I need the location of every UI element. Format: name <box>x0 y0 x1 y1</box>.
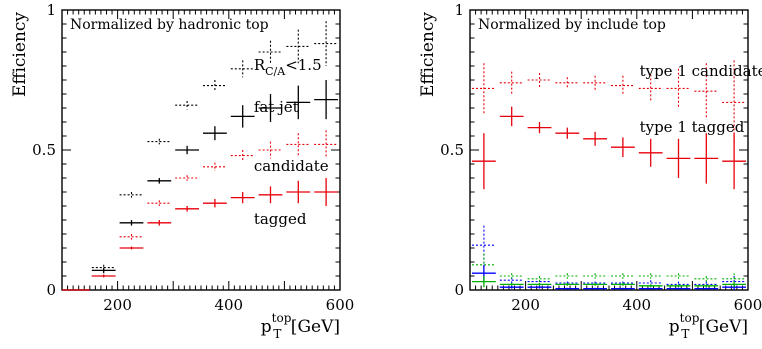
y-axis-title: Efficiency <box>418 12 438 97</box>
x-axis-title: ptop T [GeV] <box>669 311 748 341</box>
series-6 <box>472 276 746 288</box>
y-tick-label: 0.5 <box>440 141 464 159</box>
series-label: candidate <box>254 157 329 175</box>
chart-panel-2: 200 400 600 0 0.5 1 Efficiency ptop T [GeV] Norma… <box>418 1 762 341</box>
series-3 <box>472 225 746 288</box>
x-axis-title-sub: T <box>273 327 281 341</box>
x-axis-title-main: p <box>669 317 680 337</box>
x-tick-label: 400 <box>622 296 651 314</box>
x-tick-label: 600 <box>326 296 355 314</box>
x-tick-label: 400 <box>214 296 243 314</box>
series-2 <box>472 106 746 190</box>
panel-subtitle: Normalized by hadronic top <box>70 17 269 33</box>
x-tick-label: 200 <box>511 296 540 314</box>
y-tick-label: 0 <box>46 281 56 299</box>
series-label: type 1 candidate <box>640 62 762 80</box>
series-1 <box>472 60 746 145</box>
series-label: fat jet <box>254 98 299 116</box>
series-2 <box>62 80 338 291</box>
y-tick-label: 0.5 <box>32 141 56 159</box>
series-4 <box>62 178 338 291</box>
series-label-main: R <box>254 56 266 74</box>
x-axis-title-sup: top <box>680 311 700 325</box>
series-5 <box>472 264 746 290</box>
series-label-sub: C/A <box>265 65 286 78</box>
series-label: tagged <box>254 210 307 228</box>
series-label-rest: <1.5 <box>285 56 321 74</box>
x-axis-title-sup: top <box>272 311 292 325</box>
x-tick-label: 600 <box>734 296 762 314</box>
x-axis-title-main: p <box>261 317 272 337</box>
x-tick-label: 200 <box>103 296 132 314</box>
x-axis-title-unit: [GeV] <box>693 317 748 337</box>
x-axis-title-sub: T <box>681 327 689 341</box>
y-tick-label: 1 <box>454 1 464 19</box>
series-label: RC/A<1.5 <box>254 56 322 78</box>
x-axis-title-unit: [GeV] <box>285 317 340 337</box>
y-tick-label: 1 <box>46 1 56 19</box>
series-4 <box>472 253 746 285</box>
chart-panel-1: 200 400 600 0 0.5 1 Efficiency ptop T [GeV] Norma… <box>10 1 354 341</box>
y-axis-title: Efficiency <box>10 12 30 97</box>
panel-subtitle: Normalized by include top <box>478 17 666 33</box>
y-tick-label: 0 <box>454 281 464 299</box>
series-label: type 1 tagged <box>640 118 745 136</box>
x-axis-title: ptop T [GeV] <box>261 311 340 341</box>
